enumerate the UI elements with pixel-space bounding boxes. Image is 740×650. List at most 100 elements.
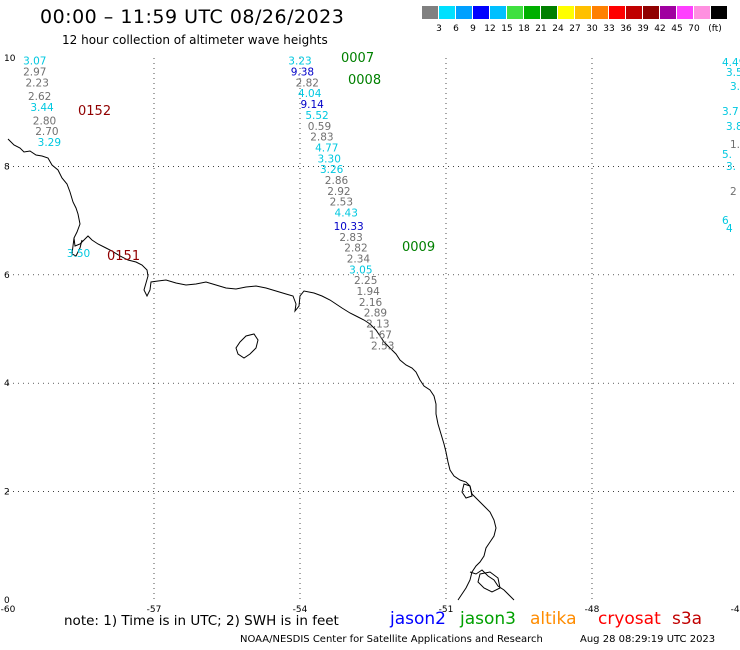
wave-height-value: 4.43 bbox=[335, 207, 358, 219]
wave-height-value: 1.67 bbox=[369, 329, 392, 341]
wave-height-value: 2.89 bbox=[364, 308, 387, 320]
legend-label: 39 bbox=[637, 24, 649, 34]
legend-swatch bbox=[473, 6, 489, 19]
legend-label: 70 bbox=[688, 24, 700, 34]
pass-0008: 0008 bbox=[348, 73, 381, 88]
legend-label: 24 bbox=[552, 24, 564, 34]
satellite-jason2: jason2 bbox=[390, 609, 446, 629]
legend-label: 12 bbox=[484, 24, 496, 34]
wave-height-value: 2.34 bbox=[347, 254, 371, 266]
pass-0151: 0151 3.50 bbox=[67, 248, 140, 264]
wave-height-value: 3.29 bbox=[38, 137, 61, 149]
legend-swatch bbox=[490, 6, 506, 19]
wave-height-value: 2.13 bbox=[366, 319, 389, 331]
page-subtitle: 12 hour collection of altimeter wave hei… bbox=[62, 33, 328, 47]
wave-height-value: 0.59 bbox=[308, 121, 331, 133]
edge-wave-height-value: 3.54 bbox=[726, 67, 740, 79]
x-tick-label: -54 bbox=[293, 605, 308, 615]
legend-swatch bbox=[592, 6, 608, 19]
wave-height-value: 2.53 bbox=[330, 197, 353, 209]
pass-label: 0151 bbox=[107, 249, 140, 264]
edge-wave-height-value: 6 bbox=[722, 215, 729, 227]
legend-swatch bbox=[609, 6, 625, 19]
legend-swatch bbox=[660, 6, 676, 19]
x-tick-label: -45 bbox=[731, 605, 740, 615]
legend-swatch bbox=[694, 6, 710, 19]
pass-0152: 0152 3.072.972.23 2.623.442.802.703.29 bbox=[23, 56, 111, 149]
wave-height-value: 3.23 bbox=[288, 56, 311, 68]
pass-label: 0007 bbox=[341, 51, 374, 66]
edge-wave-height-value: 3.8 bbox=[730, 81, 740, 93]
wave-height-value: 4.04 bbox=[298, 88, 322, 100]
wave-height-value: 2.82 bbox=[296, 77, 319, 89]
legend-label: 30 bbox=[586, 24, 598, 34]
wave-height-value: 2.83 bbox=[339, 232, 362, 244]
wave-height-value: 3.07 bbox=[23, 56, 46, 68]
wave-height-value: 2.80 bbox=[33, 115, 56, 127]
generation-timestamp: Aug 28 08:29:19 UTC 2023 bbox=[580, 634, 716, 645]
legend-label: 18 bbox=[518, 24, 530, 34]
legend-label: 9 bbox=[470, 24, 476, 34]
credit-text: NOAA/NESDIS Center for Satellite Applica… bbox=[240, 634, 543, 645]
legend-label: 45 bbox=[671, 24, 683, 34]
pass-label: 0008 bbox=[348, 73, 381, 88]
right-edge-values: 4.493.54 3.8 3.7 3.8 1.55.3. 2 64 bbox=[722, 57, 740, 235]
legend-label: 21 bbox=[535, 24, 547, 34]
legend-swatch bbox=[456, 6, 472, 19]
y-tick-label: 8 bbox=[4, 162, 10, 172]
legend-swatch bbox=[643, 6, 659, 19]
wave-height-value: 9.38 bbox=[291, 67, 314, 79]
page-title: 00:00 – 11:59 UTC 08/26/2023 bbox=[40, 6, 345, 28]
wave-height-value: 3.44 bbox=[30, 102, 54, 114]
map-grid: -60-57-54-51-48-450246810 bbox=[1, 54, 740, 615]
legend-label: 15 bbox=[501, 24, 513, 34]
wave-height-value: 5.52 bbox=[305, 110, 328, 122]
wave-height-value: 2.16 bbox=[359, 297, 383, 309]
edge-wave-height-value: 3.7 bbox=[722, 106, 739, 118]
legend-swatch bbox=[524, 6, 540, 19]
edge-wave-height-value: 4 bbox=[726, 223, 733, 235]
legend-swatch bbox=[626, 6, 642, 19]
legend-label: 6 bbox=[453, 24, 459, 34]
wave-height-value: 1.94 bbox=[356, 286, 380, 298]
edge-wave-height-value: 3. bbox=[726, 161, 736, 173]
coastline-amazon-detail bbox=[469, 569, 515, 601]
edge-wave-height-value: 5. bbox=[722, 149, 732, 161]
pass-0009: 0009 bbox=[402, 240, 435, 255]
wave-height-value: 2.92 bbox=[327, 186, 350, 198]
x-tick-label: -57 bbox=[147, 605, 162, 615]
wave-height-value: 3.50 bbox=[67, 248, 90, 260]
legend-swatch bbox=[677, 6, 693, 19]
wave-height-value: 3.05 bbox=[349, 264, 372, 276]
edge-wave-height-value: 3.8 bbox=[726, 121, 740, 133]
pass-label: 0009 bbox=[402, 240, 435, 255]
wave-height-value: 2.83 bbox=[310, 132, 333, 144]
legend-label: 3 bbox=[436, 24, 442, 34]
wave-height-value: 2.86 bbox=[325, 175, 349, 187]
satellite-cryosat: cryosat bbox=[598, 609, 661, 629]
coastline bbox=[7, 138, 515, 601]
wave-height-value: 2.25 bbox=[354, 275, 377, 287]
y-tick-label: 0 bbox=[4, 596, 10, 606]
legend-label: 27 bbox=[569, 24, 581, 34]
pass-0007: 00073.239.382.824.049.145.520.592.834.77… bbox=[288, 51, 394, 352]
y-tick-label: 10 bbox=[4, 54, 16, 64]
island-marajo bbox=[477, 571, 501, 593]
legend-swatch bbox=[507, 6, 523, 19]
wave-height-value: 2.70 bbox=[35, 126, 58, 138]
wave-height-value: 2.53 bbox=[371, 340, 394, 352]
x-tick-label: -51 bbox=[439, 605, 454, 615]
wave-height-value: 4.77 bbox=[315, 142, 338, 154]
footer-note: note: 1) Time is in UTC; 2) SWH is in fe… bbox=[64, 613, 339, 629]
wave-height-value: 3.26 bbox=[320, 164, 344, 176]
legend-swatch bbox=[541, 6, 557, 19]
y-tick-label: 2 bbox=[4, 488, 10, 498]
x-tick-label: -60 bbox=[1, 605, 16, 615]
legend-swatch bbox=[439, 6, 455, 19]
coastline-river-mouth bbox=[71, 237, 83, 257]
y-tick-label: 6 bbox=[4, 271, 10, 281]
coastline-venezuela-guyana bbox=[7, 138, 497, 601]
satellite-s3a: s3a bbox=[672, 609, 703, 629]
